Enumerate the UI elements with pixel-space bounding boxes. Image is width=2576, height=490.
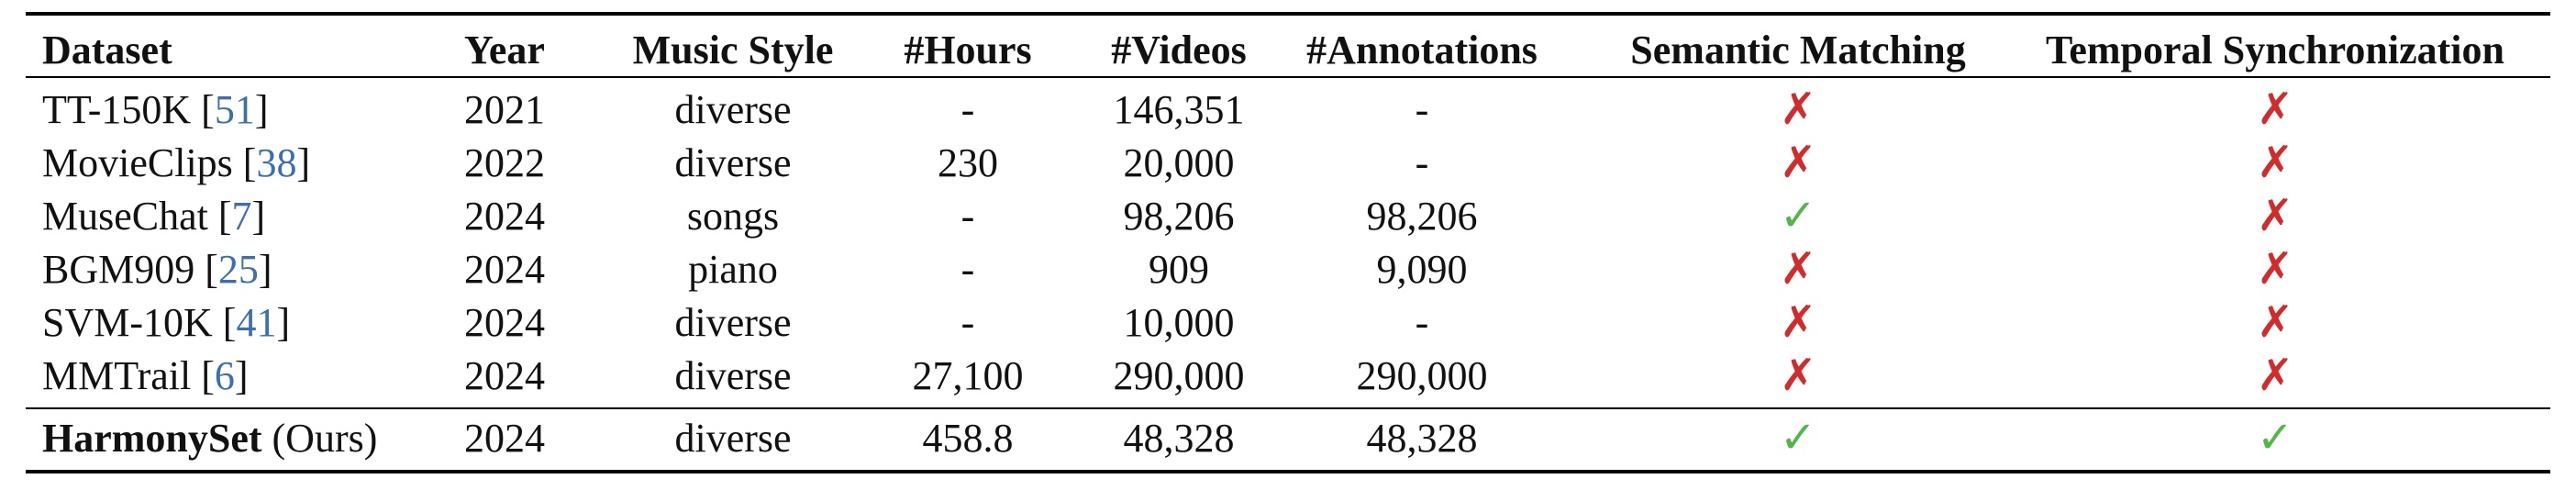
- year-cell: 2024: [464, 247, 545, 292]
- music-style-cell: songs: [686, 194, 780, 239]
- year-cell: 2024: [464, 353, 545, 398]
- hours-cell: -: [960, 247, 975, 292]
- year-cell: 2022: [464, 140, 545, 185]
- hours-cell: 230: [938, 140, 998, 185]
- year-cell: 2024: [464, 300, 545, 345]
- header-annotations: #Annotations: [1306, 28, 1538, 72]
- dataset-name: MovieClips: [42, 140, 233, 185]
- check-icon: ✓: [1779, 192, 1817, 240]
- citation-link[interactable]: 51: [214, 87, 255, 132]
- table-top-rule: [26, 12, 2550, 16]
- hours-cell: 458.8: [922, 416, 1014, 461]
- table-row: SVM-10K [41] 2024 diverse - 10,000 - ✗ ✗: [0, 296, 2576, 350]
- dataset-cell: SVM-10K [41]: [42, 300, 291, 345]
- annotations-cell: -: [1415, 300, 1429, 345]
- table-row-ours: HarmonySet (Ours) 2024 diverse 458.8 48,…: [0, 412, 2576, 465]
- dataset-cell: TT-150K [51]: [42, 87, 269, 132]
- music-style-cell: diverse: [674, 416, 792, 461]
- videos-cell: 20,000: [1123, 140, 1235, 185]
- citation-link[interactable]: 25: [217, 247, 259, 292]
- header-temporal-synchronization: Temporal Synchronization: [2046, 28, 2504, 72]
- dataset-name: MuseChat: [42, 194, 208, 239]
- citation-link[interactable]: 7: [231, 194, 252, 239]
- header-dataset: Dataset: [42, 28, 172, 72]
- videos-cell: 10,000: [1123, 300, 1235, 345]
- header-year: Year: [464, 28, 545, 72]
- dataset-cell: MovieClips [38]: [42, 140, 311, 185]
- videos-cell: 909: [1149, 247, 1209, 292]
- videos-cell: 146,351: [1113, 87, 1245, 132]
- videos-cell: 290,000: [1113, 353, 1245, 398]
- table-row: MovieClips [38] 2022 diverse 230 20,000 …: [0, 137, 2576, 190]
- cross-icon: ✗: [1779, 351, 1817, 400]
- table-row: TT-150K [51] 2021 diverse - 146,351 - ✗ …: [0, 84, 2576, 137]
- annotations-cell: 290,000: [1356, 353, 1488, 398]
- cross-icon: ✗: [1779, 298, 1817, 347]
- annotations-cell: 98,206: [1366, 194, 1478, 239]
- dataset-name: HarmonySet: [42, 416, 262, 461]
- dataset-name: BGM909: [42, 247, 195, 292]
- videos-cell: 98,206: [1123, 194, 1235, 239]
- dataset-cell: HarmonySet (Ours): [42, 412, 377, 465]
- dataset-cell: BGM909 [25]: [42, 247, 272, 292]
- citation-link[interactable]: 6: [214, 353, 235, 398]
- videos-cell: 48,328: [1123, 416, 1235, 461]
- music-style-cell: diverse: [674, 87, 792, 132]
- hours-cell: -: [960, 87, 975, 132]
- citation-link[interactable]: 41: [236, 300, 277, 345]
- header-hours: #Hours: [904, 28, 1032, 72]
- music-style-cell: diverse: [674, 353, 792, 398]
- year-cell: 2024: [464, 416, 545, 461]
- annotations-cell: 9,090: [1376, 247, 1468, 292]
- year-cell: 2021: [464, 87, 545, 132]
- cross-icon: ✗: [2256, 85, 2294, 134]
- annotations-cell: 48,328: [1366, 416, 1478, 461]
- citation-link[interactable]: 38: [256, 140, 297, 185]
- check-icon: ✓: [2256, 414, 2294, 462]
- table-row: MuseChat [7] 2024 songs - 98,206 98,206 …: [0, 190, 2576, 243]
- cross-icon: ✗: [2256, 139, 2294, 187]
- hours-cell: 27,100: [912, 353, 1024, 398]
- dataset-cell: MuseChat [7]: [42, 194, 266, 239]
- cross-icon: ✗: [1779, 245, 1817, 294]
- hours-cell: -: [960, 300, 975, 345]
- check-icon: ✓: [1779, 414, 1817, 462]
- table-header-row: Dataset Year Music Style #Hours #Videos …: [0, 24, 2576, 77]
- cross-icon: ✗: [1779, 85, 1817, 134]
- annotations-cell: -: [1415, 87, 1429, 132]
- hours-cell: -: [960, 194, 975, 239]
- dataset-name: SVM-10K: [42, 300, 213, 345]
- header-semantic-matching: Semantic Matching: [1630, 28, 1966, 72]
- cross-icon: ✗: [2256, 245, 2294, 294]
- annotations-cell: -: [1415, 140, 1429, 185]
- music-style-cell: diverse: [674, 140, 792, 185]
- header-videos: #Videos: [1111, 28, 1247, 72]
- ours-separator-rule: [26, 407, 2550, 409]
- table-bottom-rule: [26, 470, 2550, 473]
- music-style-cell: piano: [688, 247, 778, 292]
- cross-icon: ✗: [2256, 351, 2294, 400]
- year-cell: 2024: [464, 194, 545, 239]
- table-row: BGM909 [25] 2024 piano - 909 9,090 ✗ ✗: [0, 243, 2576, 296]
- cross-icon: ✗: [2256, 298, 2294, 347]
- table-row: MMTrail [6] 2024 diverse 27,100 290,000 …: [0, 350, 2576, 403]
- cross-icon: ✗: [1779, 139, 1817, 187]
- dataset-cell: MMTrail [6]: [42, 353, 249, 398]
- ours-label: (Ours): [272, 416, 378, 461]
- music-style-cell: diverse: [674, 300, 792, 345]
- dataset-name: MMTrail: [42, 353, 192, 398]
- header-separator-rule: [26, 76, 2550, 78]
- header-music-style: Music Style: [632, 28, 834, 72]
- cross-icon: ✗: [2256, 192, 2294, 240]
- dataset-name: TT-150K: [42, 87, 192, 132]
